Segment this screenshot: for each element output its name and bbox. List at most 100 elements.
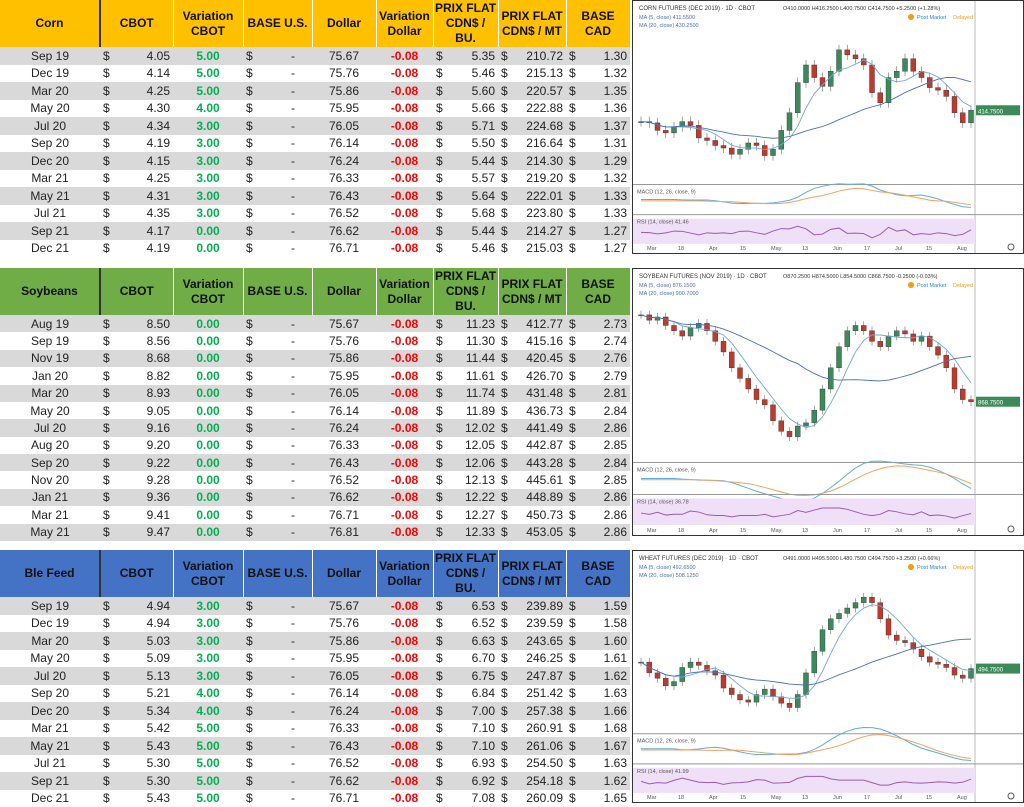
currency-symbol: $: [436, 438, 443, 452]
value: 12.13: [465, 473, 495, 487]
money-cell: $9.20: [100, 437, 173, 454]
base-us: $-: [243, 737, 312, 755]
money-cell: $4.15: [100, 152, 173, 170]
dollar: 75.86: [312, 632, 376, 650]
variation-dollar: -0.08: [376, 367, 433, 384]
value: -: [291, 206, 295, 220]
value: 5.44: [472, 154, 495, 168]
base-us: $-: [243, 632, 312, 650]
candle: [787, 703, 792, 707]
value: 1.27: [604, 241, 627, 255]
currency-symbol: $: [436, 704, 443, 718]
value: 220.57: [526, 84, 563, 98]
value: 2.76: [604, 351, 627, 365]
money-cell: $12.05: [433, 437, 498, 454]
dollar: 76.71: [312, 506, 376, 523]
variation-cbot: 5.00: [173, 720, 243, 738]
dollar: 75.67: [312, 597, 376, 615]
base-us: $-: [243, 720, 312, 738]
ma-line: [641, 315, 971, 381]
money-cell: $239.59: [498, 615, 566, 633]
money-cell: $246.25: [498, 650, 566, 668]
money-cell: $5.09: [100, 650, 173, 668]
currency-symbol: $: [103, 404, 110, 418]
money-cell: $8.82: [100, 367, 173, 384]
time-axis-label: Mar: [647, 528, 657, 534]
base-us: $-: [243, 350, 312, 367]
value: 246.25: [526, 651, 563, 665]
value: 1.68: [604, 721, 627, 735]
value: 6.93: [472, 756, 495, 770]
currency-symbol: $: [103, 351, 110, 365]
time-axis-label: May: [771, 528, 782, 534]
currency-symbol: $: [436, 101, 443, 115]
currency-symbol: $: [569, 351, 576, 365]
variation-dollar: -0.08: [376, 667, 433, 685]
currency-symbol: $: [436, 334, 443, 348]
currency-symbol: $: [246, 101, 253, 115]
base-us: $-: [243, 47, 312, 65]
contract-month: Sep 19: [0, 332, 100, 349]
dollar: 76.71: [312, 240, 376, 258]
time-axis-label: Jun: [833, 246, 842, 252]
money-cell: $1.62: [566, 772, 630, 790]
currency-symbol: $: [436, 774, 443, 788]
money-cell: $9.05: [100, 402, 173, 419]
candle: [795, 426, 800, 437]
currency-symbol: $: [103, 525, 110, 539]
money-cell: $420.45: [498, 350, 566, 367]
variation-dollar: -0.08: [376, 437, 433, 454]
delayed-label: Delayed: [953, 565, 973, 571]
value: 4.05: [147, 49, 170, 63]
contract-month: Jan 20: [0, 367, 100, 384]
value: 2.86: [604, 490, 627, 504]
time-axis-label: 15: [740, 246, 746, 252]
currency-symbol: $: [436, 525, 443, 539]
currency-symbol: $: [501, 651, 508, 665]
currency-symbol: $: [436, 369, 443, 383]
value: 247.87: [526, 669, 563, 683]
dollar: 76.14: [312, 685, 376, 703]
money-cell: $2.84: [566, 402, 630, 419]
candle: [771, 405, 776, 421]
candle: [969, 400, 974, 402]
delayed-label: Delayed: [953, 15, 973, 21]
variation-cbot: 5.00: [173, 755, 243, 773]
value: 4.94: [147, 616, 170, 630]
time-axis-label: 18: [678, 528, 684, 534]
value: 1.62: [604, 774, 627, 788]
ma20-label: MA (20, close) 430.2500: [639, 23, 699, 29]
value: 7.00: [472, 704, 495, 718]
column-header: Dollar: [312, 550, 376, 597]
candle: [911, 59, 916, 72]
base-us: $-: [243, 170, 312, 188]
candle: [779, 130, 784, 149]
settings-gear-icon: [1008, 793, 1014, 799]
currency-symbol: $: [501, 599, 508, 613]
money-cell: $2.84: [566, 454, 630, 471]
column-header: Dollar: [312, 268, 376, 315]
money-cell: $6.63: [433, 632, 498, 650]
time-axis-label: 15: [740, 528, 746, 534]
currency-symbol: $: [246, 756, 253, 770]
time-axis-label: 15: [926, 528, 932, 534]
currency-symbol: $: [103, 704, 110, 718]
money-cell: $5.30: [100, 772, 173, 790]
currency-symbol: $: [569, 686, 576, 700]
money-cell: $9.47: [100, 524, 173, 541]
money-cell: $261.06: [498, 737, 566, 755]
value: -: [291, 473, 295, 487]
currency-symbol: $: [103, 171, 110, 185]
base-us: $-: [243, 772, 312, 790]
column-header: BASE U.S.: [243, 550, 312, 597]
currency-symbol: $: [436, 404, 443, 418]
